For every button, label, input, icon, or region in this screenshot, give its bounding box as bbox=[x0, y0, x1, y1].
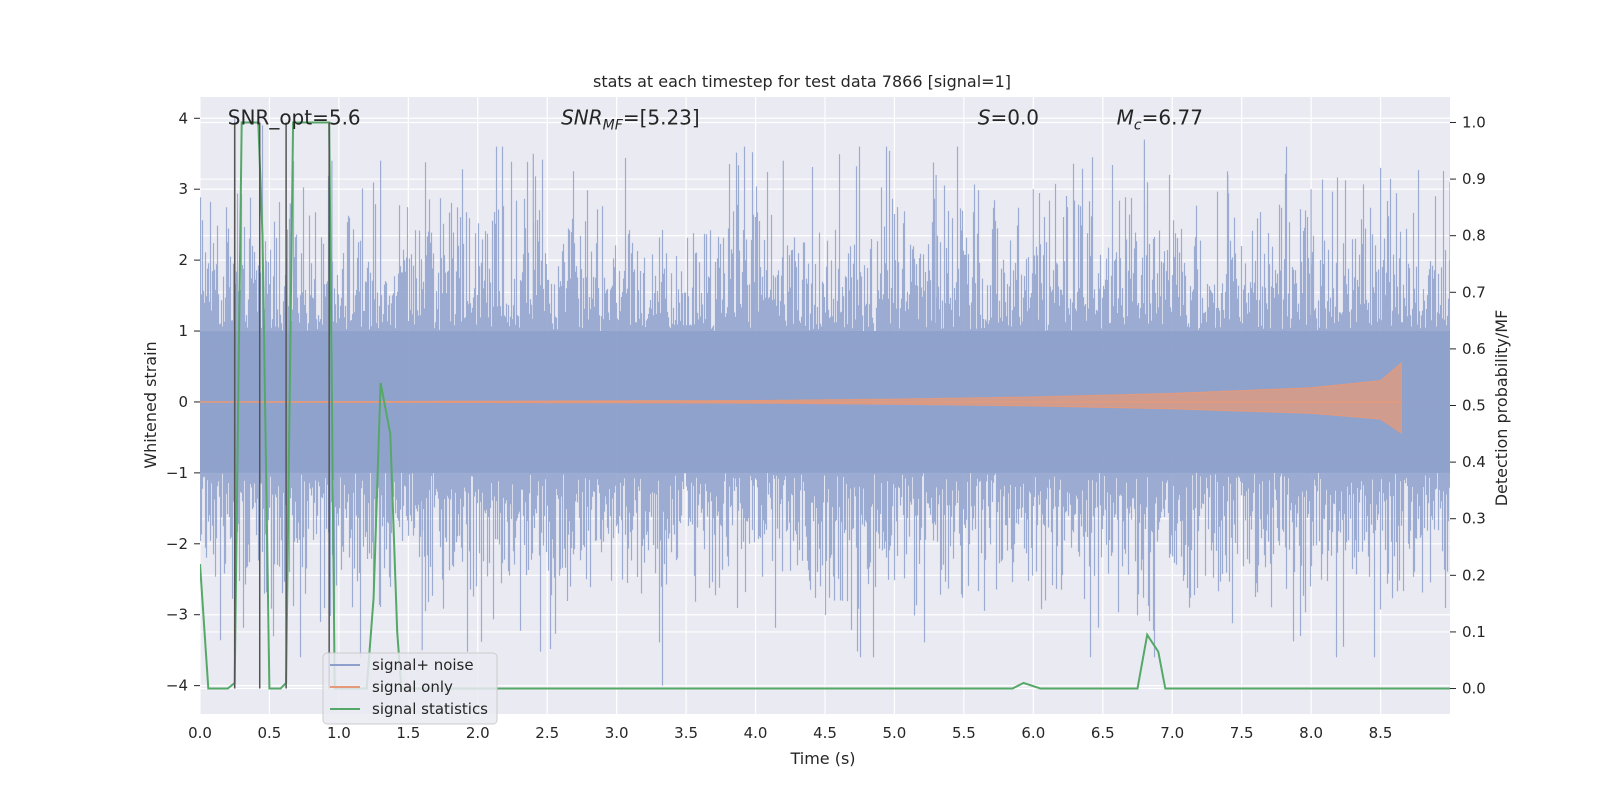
signal-only-series bbox=[200, 361, 1402, 435]
x-axis-label: Time (s) bbox=[789, 749, 855, 768]
y2-tick-label: 0.9 bbox=[1462, 170, 1486, 188]
annotation: SNRMF=[5.23] bbox=[561, 105, 700, 133]
y-tick-label: −2 bbox=[166, 535, 188, 553]
y-tick-label: −3 bbox=[166, 606, 188, 624]
x-tick-label: 8.5 bbox=[1369, 724, 1393, 742]
x-tick-label: 5.5 bbox=[952, 724, 976, 742]
y-tick-label: 1 bbox=[178, 322, 188, 340]
x-tick-label: 4.0 bbox=[744, 724, 768, 742]
y2-tick-label: 0.8 bbox=[1462, 227, 1486, 245]
annotation: S=0.0 bbox=[978, 105, 1039, 129]
y2-axis-ticks: 1.0 0.9 0.8 0.7 0.6 0.5 0.4 0.3 0.2 0.1 0.0 bbox=[1450, 113, 1486, 698]
legend-label-noise: signal+ noise bbox=[372, 656, 474, 674]
y2-tick-label: 0.4 bbox=[1462, 453, 1486, 471]
x-tick-label: 6.5 bbox=[1091, 724, 1115, 742]
x-tick-label: 7.5 bbox=[1230, 724, 1254, 742]
y2-tick-label: 0.1 bbox=[1462, 623, 1486, 641]
legend: signal+ noise signal only signal statist… bbox=[322, 652, 498, 725]
y2-tick-label: 0.6 bbox=[1462, 340, 1486, 358]
y2-tick-label: 0.7 bbox=[1462, 283, 1486, 301]
x-tick-label: 2.5 bbox=[535, 724, 559, 742]
y-tick-label: 0 bbox=[178, 393, 188, 411]
x-tick-label: 2.0 bbox=[466, 724, 490, 742]
annotations: SNR_opt=5.6 SNRMF=[5.23] S=0.0 Mc=6.77 bbox=[228, 105, 1203, 133]
y-tick-label: 2 bbox=[178, 251, 188, 269]
y2-tick-label: 1.0 bbox=[1462, 113, 1486, 131]
x-tick-label: 1.0 bbox=[327, 724, 351, 742]
legend-label-statistics: signal statistics bbox=[372, 700, 488, 718]
y-axis-label: Whitened strain bbox=[141, 341, 160, 468]
legend-label-signal: signal only bbox=[372, 678, 453, 696]
annotation: SNR_opt=5.6 bbox=[228, 105, 361, 129]
x-tick-label: 5.0 bbox=[883, 724, 907, 742]
y-axis-ticks: 4 3 2 1 0 −1 −2 −3 −4 bbox=[166, 109, 200, 695]
y-tick-label: −4 bbox=[166, 677, 188, 695]
x-tick-label: 0.5 bbox=[258, 724, 282, 742]
y2-tick-label: 0.0 bbox=[1462, 680, 1486, 698]
y2-tick-label: 0.5 bbox=[1462, 397, 1486, 415]
y2-axis-label: Detection probability/MF bbox=[1492, 310, 1511, 507]
x-tick-label: 3.5 bbox=[674, 724, 698, 742]
x-tick-label: 3.0 bbox=[605, 724, 629, 742]
y-tick-label: −1 bbox=[166, 464, 188, 482]
y-tick-label: 3 bbox=[178, 180, 188, 198]
x-tick-label: 6.0 bbox=[1021, 724, 1045, 742]
x-axis-ticks: 0.0 0.5 1.0 1.5 2.0 2.5 3.0 3.5 4.0 4.5 5.0 5.5 6.0 6… bbox=[188, 724, 1392, 742]
y2-tick-label: 0.2 bbox=[1462, 566, 1486, 584]
y2-tick-label: 0.3 bbox=[1462, 510, 1486, 528]
x-tick-label: 4.5 bbox=[813, 724, 837, 742]
chart-title: stats at each timestep for test data 786… bbox=[593, 72, 1011, 91]
x-tick-label: 0.0 bbox=[188, 724, 212, 742]
annotation: Mc=6.77 bbox=[1117, 105, 1203, 133]
x-tick-label: 8.0 bbox=[1299, 724, 1323, 742]
x-tick-label: 1.5 bbox=[396, 724, 420, 742]
y-tick-label: 4 bbox=[178, 109, 188, 127]
legend-box bbox=[322, 652, 498, 725]
x-tick-label: 7.0 bbox=[1160, 724, 1184, 742]
